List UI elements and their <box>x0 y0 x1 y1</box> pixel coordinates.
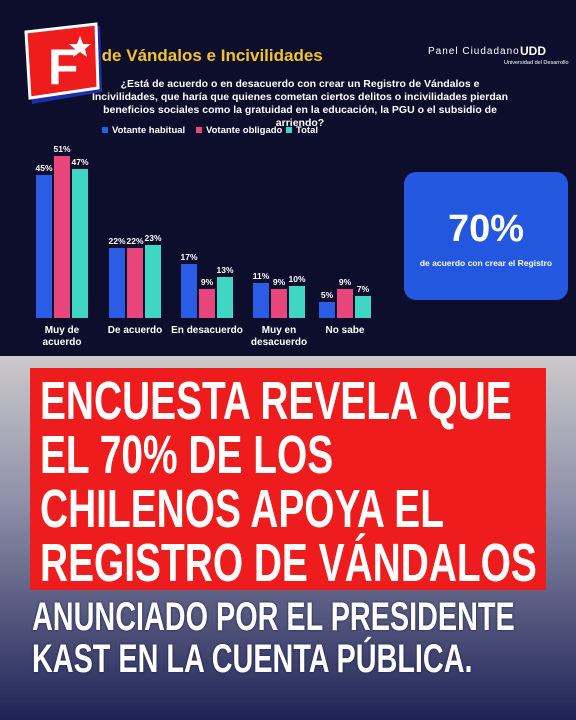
legend-label: Votante obligado <box>206 125 283 136</box>
bar <box>289 286 305 318</box>
brand-panel: Panel Ciudadano <box>428 46 520 57</box>
bar <box>271 289 287 318</box>
value-label: 22% <box>126 236 144 247</box>
value-label: 9% <box>200 277 214 288</box>
value-label: 47% <box>71 156 89 167</box>
legend-label: Total <box>296 125 318 136</box>
headline: ENCUESTA REVELA QUE EL 70% DE LOS CHILEN… <box>40 371 537 590</box>
x-tick-label: De acuerdo <box>107 325 163 336</box>
brand-udd-full: Universidad del Desarrollo <box>504 60 569 66</box>
legend-swatch <box>196 127 202 133</box>
value-label: 9% <box>338 277 352 288</box>
logo-f: F <box>48 39 79 95</box>
chart-subtitle: ¿Está de acuerdo o en desacuerdo con cre… <box>91 78 509 129</box>
legend-item: Votante obligado <box>196 125 282 136</box>
legend-swatch <box>102 127 108 133</box>
x-tick-label: Muy en desacuerdo <box>250 325 308 348</box>
logo: F <box>24 22 102 104</box>
value-label: 23% <box>144 232 162 243</box>
bar <box>337 289 353 318</box>
chart-title: Registro de Vándalos e Incivilidades <box>28 46 323 65</box>
legend-item: Votante habitual <box>102 125 185 136</box>
bar <box>145 244 161 318</box>
logo-star <box>69 36 91 57</box>
x-tick-label: No sabe <box>325 325 365 336</box>
brand-udd: UDD <box>520 44 546 58</box>
value-label: 22% <box>108 236 126 247</box>
bar <box>54 155 70 318</box>
value-label: 13% <box>216 264 234 275</box>
value-label: 45% <box>35 162 53 173</box>
bar <box>319 302 335 318</box>
bar <box>217 276 233 318</box>
bar <box>72 168 88 318</box>
bar <box>109 248 125 318</box>
bar <box>127 248 143 318</box>
value-label: 11% <box>252 271 270 282</box>
bar <box>199 289 215 318</box>
legend-item: Total <box>286 125 318 136</box>
bar <box>36 174 52 318</box>
value-label: 9% <box>272 277 286 288</box>
bar <box>181 263 197 318</box>
x-tick-label: En desacuerdo <box>171 325 243 336</box>
callout-value: 70% <box>447 208 525 250</box>
subheadline: ANUNCIADO POR EL PRESIDENTE KAST EN LA C… <box>32 595 515 681</box>
value-label: 51% <box>53 143 71 154</box>
value-label: 7% <box>356 283 370 294</box>
bar <box>253 283 269 318</box>
headline-box: ENCUESTA REVELA QUE EL 70% DE LOS CHILEN… <box>30 368 546 590</box>
value-label: 17% <box>180 251 198 262</box>
value-label: 5% <box>320 290 334 301</box>
legend-swatch <box>286 127 292 133</box>
value-label: 10% <box>288 274 306 285</box>
legend-label: Votante habitual <box>112 125 186 136</box>
x-tick-label: Muy de acuerdo <box>42 325 82 348</box>
callout: 70% de acuerdo con crear el Registro <box>404 172 568 300</box>
callout-text: de acuerdo con crear el Registro <box>419 258 553 268</box>
bar <box>355 295 371 318</box>
